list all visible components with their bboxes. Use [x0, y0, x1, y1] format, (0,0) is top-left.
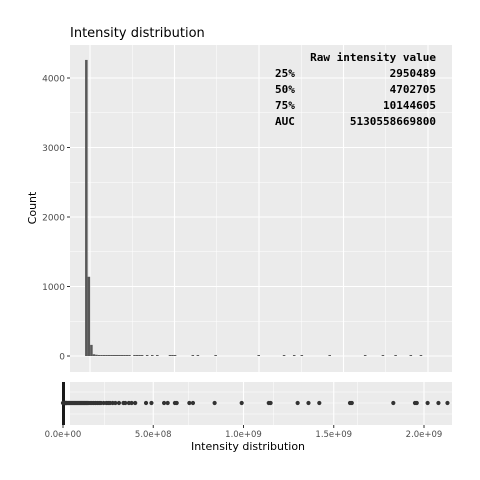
histogram-background	[70, 45, 452, 372]
x-tick-label: 1.0e+09	[225, 430, 262, 440]
strip-point	[113, 400, 118, 406]
y-axis-label: Count	[26, 191, 39, 224]
strip-point	[161, 400, 167, 406]
summary-row-label: AUC	[275, 115, 295, 128]
histogram-bar	[292, 355, 296, 356]
strip-point	[391, 400, 396, 406]
histogram-bar	[138, 355, 141, 356]
strip-point	[436, 400, 441, 406]
histogram-bar	[171, 355, 174, 356]
strip-point	[349, 400, 354, 406]
histogram-bar	[107, 355, 111, 356]
histogram-bar	[394, 355, 397, 356]
histogram-bar	[92, 354, 96, 356]
y-tick-label: 1000	[42, 283, 65, 293]
x-tick-label: 0.0e+00	[45, 430, 82, 440]
histogram-bar	[363, 355, 367, 356]
histogram-bar	[118, 355, 121, 356]
summary-row-value: 10144605	[383, 99, 436, 112]
strip-point	[317, 400, 322, 406]
x-axis-label: Intensity distribution	[191, 440, 305, 453]
x-tick-label: 5.0e+08	[135, 430, 172, 440]
histogram-bar	[150, 355, 154, 356]
histogram-panel: 0 1000 2000 3000 4000 Raw intensity value 25% 2…	[42, 45, 452, 372]
histogram-bar	[145, 355, 149, 356]
summary-table-header: Raw intensity value	[310, 51, 436, 64]
y-tick-label: 3000	[42, 144, 65, 154]
strip-point	[212, 400, 217, 406]
strip-point	[190, 400, 196, 406]
y-tick-label: 2000	[42, 214, 65, 224]
histogram-bar	[214, 355, 217, 356]
histogram-bar	[191, 355, 195, 356]
strip-point	[165, 400, 170, 406]
strip-point	[414, 400, 419, 406]
strip-point	[133, 400, 138, 406]
histogram-bar	[381, 355, 385, 356]
strip-plot-panel: 0.0e+00 5.0e+08 1.0e+09 1.5e+09 2.0e+09	[45, 382, 452, 440]
strip-point	[129, 400, 134, 406]
summary-row-label: 50%	[275, 83, 295, 96]
summary-row-value: 2950489	[390, 67, 436, 80]
strip-point	[425, 400, 430, 406]
x-tick-label: 2.0e+09	[406, 430, 443, 440]
summary-row-value: 5130558669800	[350, 115, 436, 128]
histogram-bar	[168, 355, 172, 356]
histogram-bar	[112, 355, 116, 356]
histogram-bar	[135, 355, 139, 356]
strip-point	[239, 400, 244, 406]
strip-point	[268, 400, 273, 406]
histogram-bar	[300, 355, 304, 356]
histogram-bar	[100, 355, 103, 356]
histogram-bar	[87, 276, 91, 356]
x-tick-label: 1.5e+09	[315, 430, 352, 440]
histogram-bar	[97, 355, 101, 356]
strip-point	[116, 400, 122, 406]
histogram-bar	[156, 355, 159, 356]
histogram-bar	[282, 355, 286, 356]
strip-point	[445, 400, 450, 406]
histogram-bar	[419, 355, 423, 356]
strip-point	[306, 400, 311, 406]
histogram-bar	[95, 354, 98, 356]
histogram-bar	[110, 355, 113, 356]
strip-point	[174, 400, 179, 406]
histogram-bar	[173, 355, 177, 356]
histogram-bar	[90, 344, 93, 356]
histogram-bar	[140, 355, 144, 356]
strip-point	[123, 400, 128, 406]
histogram-bar	[105, 355, 108, 356]
histogram-bar	[328, 355, 331, 356]
summary-row-value: 4702705	[390, 83, 436, 96]
summary-row-label: 75%	[275, 99, 295, 112]
y-tick-label: 0	[59, 353, 65, 363]
y-tick-label: 4000	[42, 75, 65, 85]
histogram-bar	[196, 355, 200, 356]
strip-point	[295, 400, 300, 406]
histogram-bar	[123, 355, 126, 356]
histogram-bar	[128, 355, 131, 356]
histogram-bar	[120, 355, 124, 356]
histogram-bar	[409, 355, 413, 356]
strip-point	[143, 400, 149, 406]
strip-point	[149, 400, 154, 406]
strip-point	[187, 400, 192, 406]
histogram-bar	[133, 355, 136, 356]
histogram-bar	[85, 59, 88, 357]
histogram-bar	[102, 355, 106, 356]
histogram-bar	[125, 355, 129, 356]
summary-row-label: 25%	[275, 67, 295, 80]
histogram-bar	[257, 355, 260, 356]
chart-title: Intensity distribution	[70, 26, 205, 41]
histogram-bar	[115, 355, 119, 356]
